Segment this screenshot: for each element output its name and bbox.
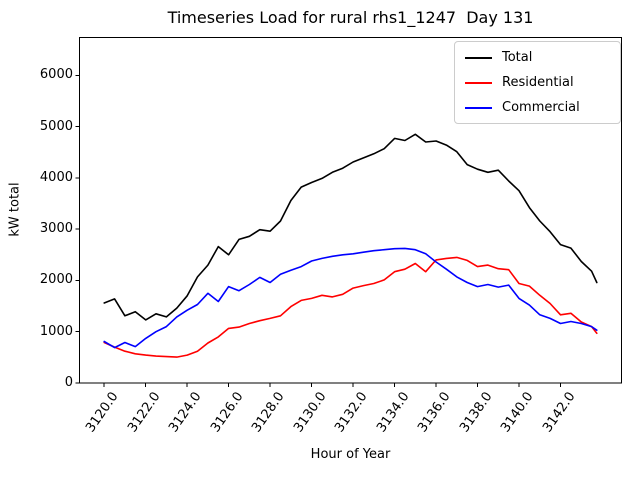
series-line-residential <box>103 256 598 358</box>
legend-label-total: Total <box>502 50 533 65</box>
axes-frame <box>79 37 622 384</box>
legend-label-residential: Residential <box>502 75 574 90</box>
legend: Total Residential Commercial <box>454 41 621 124</box>
legend-item-residential: Residential <box>465 75 612 90</box>
residential-line-swatch <box>465 81 492 84</box>
y-tick-label: 4000 <box>39 169 73 185</box>
y-tick-label: 2000 <box>39 272 73 288</box>
y-tick-label: 5000 <box>39 118 73 134</box>
commercial-line-swatch <box>465 106 492 109</box>
series-line-commercial <box>103 247 598 349</box>
series-line-total <box>103 133 598 321</box>
total-line-swatch <box>465 56 492 59</box>
y-tick-label: 3000 <box>39 221 73 237</box>
x-axis-label: Hour of Year <box>310 447 391 462</box>
y-tick-label: 6000 <box>39 67 73 83</box>
legend-item-total: Total <box>465 50 612 65</box>
legend-label-commercial: Commercial <box>502 100 580 115</box>
y-tick-label: 1000 <box>39 323 73 339</box>
y-tick-label: 0 <box>64 375 73 390</box>
chart-title: Timeseries Load for rural rhs1_1247 Day … <box>167 8 534 27</box>
legend-item-commercial: Commercial <box>465 100 612 115</box>
